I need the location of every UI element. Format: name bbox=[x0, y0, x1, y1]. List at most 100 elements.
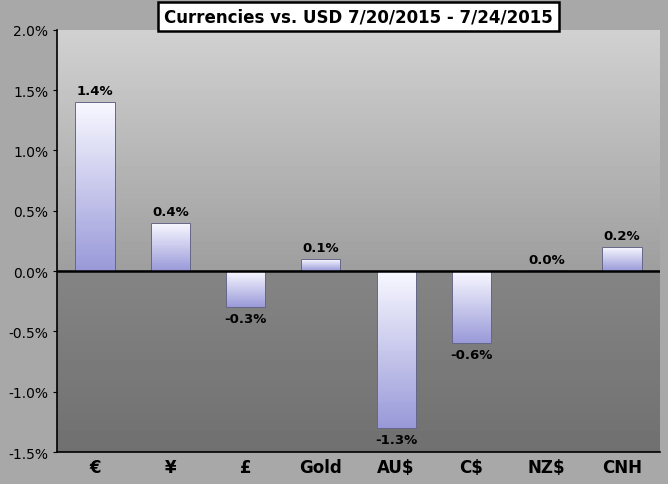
Bar bbox=[377, 391, 415, 393]
Bar bbox=[75, 183, 115, 185]
Text: 0.2%: 0.2% bbox=[604, 229, 641, 242]
Bar bbox=[452, 297, 491, 298]
Bar bbox=[452, 286, 491, 287]
Bar bbox=[452, 284, 491, 285]
Bar bbox=[452, 282, 491, 283]
Bar bbox=[452, 317, 491, 318]
Bar bbox=[377, 358, 415, 360]
Text: -1.3%: -1.3% bbox=[375, 433, 418, 446]
Bar bbox=[75, 240, 115, 242]
Bar bbox=[377, 305, 415, 307]
Bar bbox=[151, 271, 190, 272]
Bar bbox=[151, 223, 190, 224]
Bar bbox=[452, 272, 491, 344]
Bar bbox=[75, 128, 115, 130]
Bar bbox=[452, 287, 491, 288]
Bar bbox=[452, 337, 491, 338]
Bar bbox=[151, 269, 190, 270]
Bar bbox=[75, 267, 115, 270]
Bar bbox=[151, 251, 190, 252]
Bar bbox=[75, 149, 115, 151]
Bar bbox=[75, 236, 115, 238]
Bar bbox=[377, 416, 415, 418]
Bar bbox=[151, 234, 190, 235]
Bar bbox=[75, 141, 115, 143]
Bar bbox=[75, 263, 115, 265]
Bar bbox=[452, 276, 491, 277]
Bar bbox=[377, 377, 415, 379]
Bar bbox=[452, 291, 491, 292]
Bar bbox=[377, 275, 415, 277]
Bar bbox=[151, 256, 190, 257]
Bar bbox=[377, 367, 415, 369]
Bar bbox=[377, 395, 415, 397]
Bar bbox=[75, 196, 115, 198]
Bar bbox=[75, 143, 115, 145]
Bar bbox=[377, 360, 415, 362]
Bar bbox=[452, 281, 491, 282]
Bar bbox=[377, 420, 415, 422]
Bar bbox=[75, 175, 115, 177]
Bar bbox=[377, 414, 415, 416]
Bar bbox=[75, 124, 115, 126]
Bar bbox=[377, 330, 415, 332]
Bar bbox=[377, 407, 415, 408]
Bar bbox=[377, 313, 415, 315]
Bar bbox=[452, 333, 491, 334]
Bar bbox=[377, 287, 415, 289]
Bar bbox=[75, 248, 115, 250]
Bar bbox=[75, 208, 115, 211]
Bar bbox=[377, 340, 415, 342]
Bar bbox=[377, 318, 415, 320]
Bar bbox=[75, 261, 115, 263]
Bar bbox=[377, 373, 415, 375]
Bar bbox=[151, 224, 190, 225]
Bar bbox=[377, 350, 415, 352]
Bar bbox=[75, 103, 115, 105]
Bar bbox=[75, 234, 115, 236]
Bar bbox=[377, 405, 415, 407]
Bar bbox=[226, 272, 265, 308]
Bar bbox=[377, 295, 415, 297]
Bar bbox=[452, 296, 491, 297]
Bar bbox=[452, 322, 491, 323]
Bar bbox=[452, 293, 491, 294]
Bar bbox=[75, 200, 115, 202]
Bar bbox=[452, 275, 491, 276]
Bar bbox=[377, 426, 415, 428]
Bar bbox=[151, 268, 190, 269]
Bar bbox=[75, 202, 115, 204]
Bar bbox=[452, 314, 491, 315]
Bar bbox=[452, 313, 491, 314]
Bar bbox=[75, 229, 115, 231]
Bar bbox=[377, 342, 415, 344]
Bar bbox=[452, 298, 491, 299]
Bar bbox=[151, 235, 190, 236]
Bar bbox=[527, 271, 566, 272]
Bar bbox=[151, 263, 190, 264]
Bar bbox=[377, 303, 415, 305]
Bar bbox=[452, 279, 491, 280]
Bar bbox=[75, 212, 115, 214]
Bar bbox=[75, 231, 115, 234]
Bar bbox=[377, 352, 415, 354]
Bar bbox=[151, 261, 190, 262]
Bar bbox=[452, 332, 491, 333]
Bar bbox=[377, 277, 415, 279]
Bar bbox=[377, 408, 415, 410]
Bar bbox=[452, 325, 491, 326]
Text: 1.4%: 1.4% bbox=[77, 85, 114, 98]
Bar bbox=[377, 422, 415, 424]
Bar bbox=[377, 272, 415, 273]
Bar bbox=[75, 225, 115, 227]
Bar bbox=[75, 126, 115, 128]
Bar bbox=[377, 324, 415, 326]
Text: -0.6%: -0.6% bbox=[450, 348, 492, 362]
Bar bbox=[452, 341, 491, 342]
Bar bbox=[75, 187, 115, 189]
Bar bbox=[151, 253, 190, 254]
Bar bbox=[151, 240, 190, 241]
Bar bbox=[75, 219, 115, 221]
Bar bbox=[377, 317, 415, 318]
Bar bbox=[151, 252, 190, 253]
